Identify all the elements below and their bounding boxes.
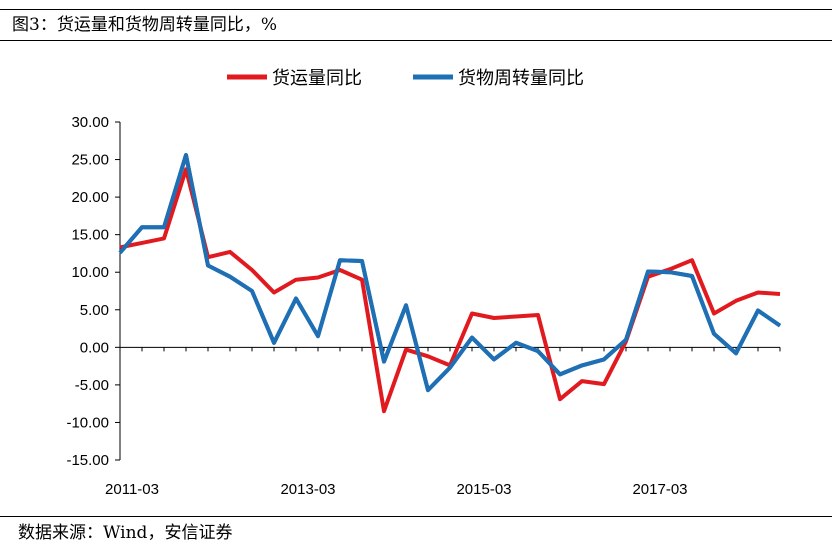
x-tick-label: 2017-03 (632, 481, 687, 498)
y-tick-label: -10.00 (66, 414, 109, 431)
y-tick-label: 30.00 (71, 114, 109, 131)
y-tick-label: 5.00 (80, 302, 109, 319)
y-tick-label: 0.00 (80, 339, 109, 356)
chart-series (118, 153, 782, 414)
legend-label-1: 货物周转量同比 (458, 68, 584, 89)
x-axis: 2011-03 2013-03 2015-03 2017-03 (105, 346, 781, 498)
series-line-0 (119, 167, 781, 414)
series-line-1-overlay (118, 153, 782, 393)
x-tick-label: 2011-03 (105, 481, 159, 498)
y-tick-label: 10.00 (71, 264, 109, 281)
legend-label-0: 货运量同比 (272, 68, 362, 89)
top-rule (0, 9, 832, 10)
y-tick-label: -15.00 (66, 452, 109, 469)
chart-legend: 货运量同比 货物周转量同比 (227, 68, 584, 89)
y-axis: 30.00 25.00 20.00 15.00 10.00 5.00 0.00 -5.00 -1… (66, 114, 121, 469)
x-tick-label: 2013-03 (280, 481, 335, 498)
source-note: 数据来源：Wind，安信证券 (18, 523, 233, 543)
y-tick-label: 25.00 (71, 152, 109, 169)
y-tick-label: -5.00 (75, 377, 109, 394)
title-divider (0, 40, 832, 41)
x-tick-label: 2015-03 (456, 481, 511, 498)
y-tick-label: 20.00 (71, 189, 109, 206)
source-divider (0, 516, 832, 517)
figure-title: 图3：货运量和货物周转量同比，% (12, 15, 277, 35)
y-tick-label: 15.00 (71, 227, 109, 244)
